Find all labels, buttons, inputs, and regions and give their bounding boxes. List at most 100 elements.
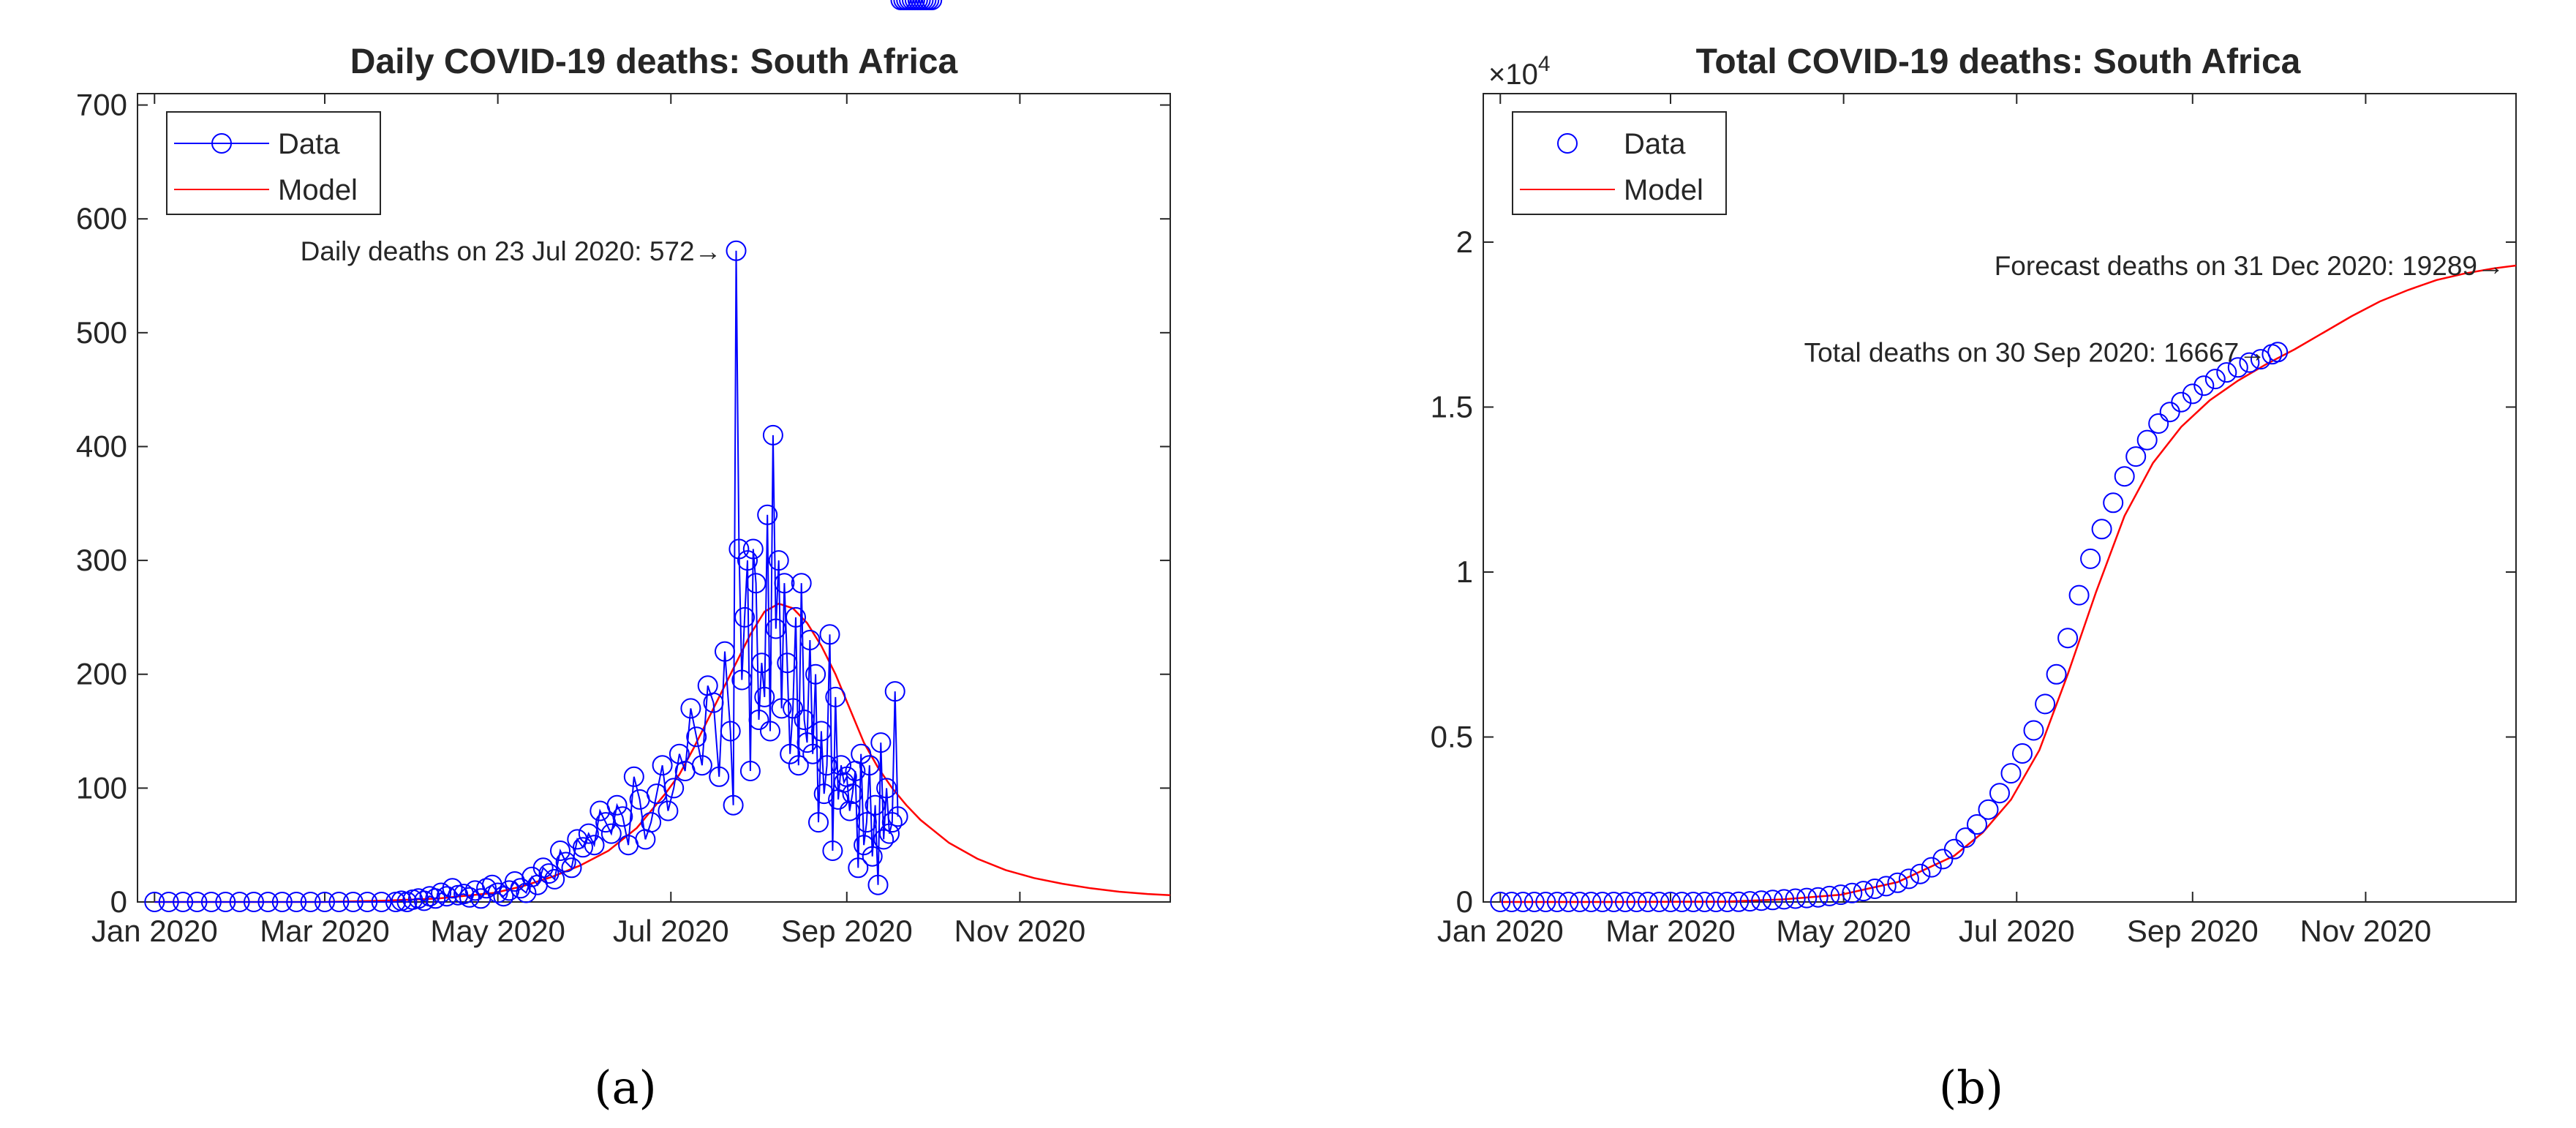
data-point (2000, 763, 2022, 784)
data-point (751, 653, 772, 674)
data-point (839, 800, 860, 821)
data-point (1535, 892, 1556, 912)
data-point (808, 812, 829, 833)
plot-area-frame (137, 93, 1171, 903)
data-point (1626, 892, 1647, 912)
data-point (1751, 890, 1772, 911)
data-point (1819, 885, 1840, 906)
data-point (734, 606, 756, 628)
data-point (805, 663, 826, 685)
data-point (357, 892, 378, 912)
data-point (431, 882, 452, 903)
data-point (510, 878, 531, 899)
data-point (1978, 799, 1999, 820)
data-point (487, 882, 508, 903)
data-point (476, 878, 497, 899)
y-multiplier-exponent: 4 (1538, 52, 1551, 76)
data-point (371, 892, 392, 912)
x-tick-label: Mar 2020 (260, 914, 389, 948)
x-tick-label: Nov 2020 (2300, 914, 2432, 948)
data-point (1638, 892, 1658, 912)
data-point (720, 721, 741, 742)
data-point (726, 240, 747, 261)
data-point (1592, 892, 1613, 912)
data-point (822, 841, 843, 861)
x-tick-label: Sep 2020 (781, 914, 913, 948)
data-point (1558, 892, 1579, 912)
data-point (173, 892, 194, 912)
data-point (623, 766, 644, 787)
data-point (879, 823, 900, 844)
x-tick-label: Nov 2020 (954, 914, 1086, 948)
data-point (257, 892, 279, 912)
data-point (765, 618, 786, 639)
chart-title: Daily COVID-19 deaths: South Africa (350, 42, 958, 81)
data-point (2012, 743, 2033, 764)
data-point (728, 538, 750, 560)
data-point (1842, 882, 1863, 903)
observed-total-annotation: Total deaths on 30 Sep 2020: 16667→ (1804, 337, 2267, 367)
data-point (760, 721, 780, 742)
data-point (1524, 892, 1545, 912)
data-point (873, 829, 895, 850)
data-point (816, 755, 837, 776)
data-point (723, 794, 744, 816)
data-point (442, 878, 463, 899)
y-tick-label: 400 (76, 429, 127, 463)
data-point (819, 624, 840, 645)
data-point (286, 892, 307, 912)
data-point (538, 863, 560, 884)
data-point (788, 755, 809, 776)
data-point (2204, 369, 2226, 390)
data-point (2091, 519, 2112, 540)
data-point (652, 755, 673, 776)
model-series (1500, 264, 2517, 903)
data-point (663, 778, 685, 799)
data-point (881, 812, 903, 833)
data-point (1694, 892, 1715, 912)
model-line (1500, 264, 2517, 903)
legend: Data Model (1512, 111, 1727, 215)
data-point (799, 630, 821, 650)
chart-title: Total COVID-19 deaths: South Africa (1696, 42, 2301, 81)
data-point (2057, 628, 2079, 649)
data-point (544, 868, 565, 890)
data-point (831, 755, 851, 776)
data-point (215, 892, 236, 912)
legend-model-label: Model (1624, 174, 1703, 206)
data-point (2148, 413, 2169, 434)
data-point (2193, 375, 2215, 396)
x-tick-label: May 2020 (1776, 914, 1910, 948)
y-tick-label: 0 (1456, 884, 1473, 919)
data-point (757, 504, 778, 525)
data-point (2035, 693, 2056, 715)
legend-box (166, 111, 381, 215)
data-point (1671, 892, 1692, 912)
data-point (737, 550, 758, 571)
data-point (1762, 890, 1783, 911)
data-point (2227, 357, 2248, 378)
data-point (1921, 857, 1942, 878)
data-point (783, 698, 804, 719)
data-point (516, 882, 537, 903)
data-point (504, 871, 525, 892)
data-point (1853, 881, 1874, 902)
y-tick-label: 300 (76, 543, 127, 577)
data-point (2103, 492, 2124, 514)
data-point (2046, 663, 2067, 685)
x-tick-label: May 2020 (430, 914, 565, 948)
peak-annotation: Daily deaths on 23 Jul 2020: 572→ (301, 236, 722, 266)
legend-data-label: Data (278, 128, 340, 160)
data-point (2023, 720, 2044, 741)
data-point (658, 800, 679, 821)
data-point (1603, 892, 1624, 912)
data-point (584, 835, 605, 856)
data-point (786, 606, 806, 628)
plot-area-frame (1483, 93, 2517, 903)
data-point (425, 888, 446, 909)
data-point (1910, 863, 1931, 884)
data-point (842, 783, 863, 805)
y-tick-label: 0 (110, 884, 127, 919)
data-point (922, 0, 943, 10)
data-point (1955, 827, 1976, 849)
